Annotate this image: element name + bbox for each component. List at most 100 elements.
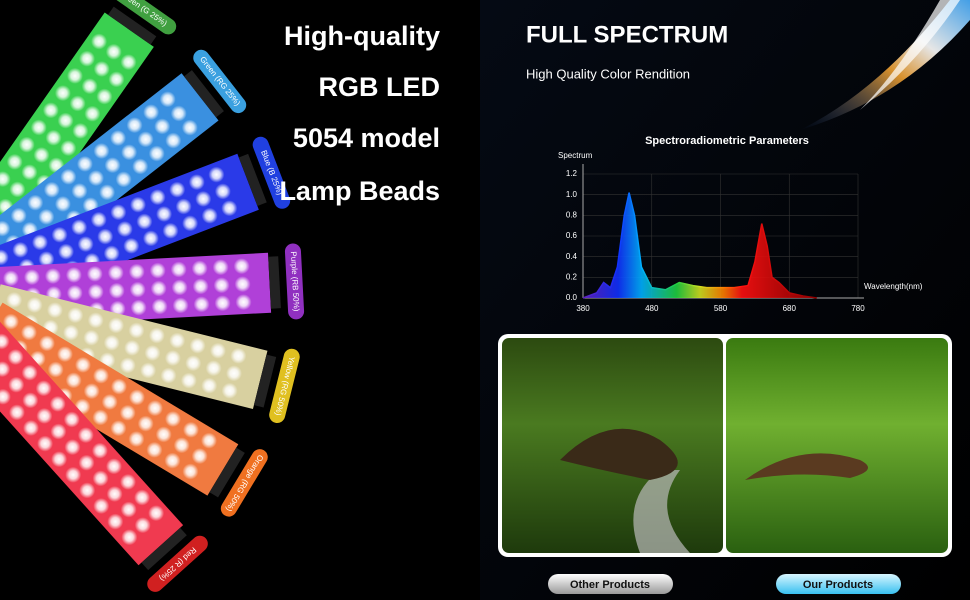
led xyxy=(92,367,109,384)
led xyxy=(156,205,173,222)
lamp-cap xyxy=(184,70,224,118)
led xyxy=(56,346,73,363)
led xyxy=(233,258,250,275)
led xyxy=(148,505,165,522)
led xyxy=(6,291,23,308)
led xyxy=(221,382,238,399)
led xyxy=(172,297,189,314)
led xyxy=(26,297,43,314)
led xyxy=(130,196,147,213)
led xyxy=(108,282,125,299)
tag-bg xyxy=(269,348,300,423)
lamp-label: Purple (RB 50%) xyxy=(289,251,301,312)
lamp-tag: Purple (RB 50%) xyxy=(284,243,305,320)
led xyxy=(160,367,177,384)
x-axis-label: Wavelength(nm) xyxy=(864,282,923,291)
led xyxy=(90,211,107,228)
led xyxy=(20,324,37,341)
led xyxy=(235,294,252,311)
led xyxy=(126,117,143,134)
led xyxy=(47,361,64,378)
tag-bg xyxy=(220,449,268,517)
led xyxy=(79,482,96,499)
button[interactable] xyxy=(776,574,901,594)
led xyxy=(65,466,82,483)
led xyxy=(159,91,176,108)
led xyxy=(119,404,136,421)
led xyxy=(132,158,149,175)
led xyxy=(148,327,165,344)
led xyxy=(209,342,226,359)
button-label[interactable]: Our Products xyxy=(803,579,873,591)
y-tick-label: 0.6 xyxy=(566,231,578,240)
led xyxy=(106,485,123,502)
led xyxy=(110,130,127,147)
led xyxy=(137,131,154,148)
led xyxy=(128,263,145,280)
led xyxy=(0,388,11,405)
spectrum-line xyxy=(582,192,817,299)
led xyxy=(104,157,121,174)
led xyxy=(86,265,103,282)
led xyxy=(62,324,79,341)
led xyxy=(144,344,161,361)
led xyxy=(66,284,83,301)
led xyxy=(103,245,120,262)
led xyxy=(93,142,110,159)
led xyxy=(8,376,25,393)
led xyxy=(0,171,11,188)
lamp-cap xyxy=(253,354,277,408)
led xyxy=(57,112,74,129)
led xyxy=(130,299,147,316)
sand-path xyxy=(633,470,690,553)
led xyxy=(123,237,140,254)
led xyxy=(66,67,83,84)
led xyxy=(119,357,136,374)
led xyxy=(87,283,104,300)
y-tick-label: 0.0 xyxy=(566,293,578,302)
led xyxy=(137,415,154,432)
tag-bg xyxy=(252,136,291,209)
x-tick-label: 480 xyxy=(645,304,659,313)
tag-bg xyxy=(111,0,177,35)
led xyxy=(0,220,11,237)
led xyxy=(76,155,93,172)
led xyxy=(33,147,50,164)
led xyxy=(175,198,192,215)
led xyxy=(91,442,108,459)
led xyxy=(213,277,230,294)
led xyxy=(12,241,29,258)
headline: 5054 model xyxy=(293,123,440,153)
led xyxy=(0,249,9,266)
lamp: Purple (RB 50%) xyxy=(0,243,305,328)
led xyxy=(46,302,63,319)
button-label[interactable]: Other Products xyxy=(570,579,650,591)
led xyxy=(83,329,100,346)
led xyxy=(50,423,67,440)
led xyxy=(165,132,182,149)
led xyxy=(43,181,60,198)
led xyxy=(169,181,186,198)
x-tick-label: 380 xyxy=(576,304,590,313)
led xyxy=(124,339,141,356)
led xyxy=(2,313,19,330)
button[interactable] xyxy=(548,574,673,594)
led xyxy=(60,168,77,185)
led xyxy=(149,262,166,279)
led xyxy=(182,215,199,232)
led xyxy=(54,85,71,102)
led xyxy=(8,404,25,421)
led xyxy=(155,426,172,443)
led xyxy=(140,362,157,379)
tag-bg xyxy=(147,535,208,592)
led xyxy=(83,383,100,400)
led xyxy=(201,207,218,224)
led xyxy=(120,501,137,518)
led xyxy=(143,104,160,121)
led xyxy=(182,421,199,438)
y-tick-label: 1.0 xyxy=(566,190,578,199)
led xyxy=(22,392,39,409)
led xyxy=(64,439,81,456)
led xyxy=(149,189,166,206)
